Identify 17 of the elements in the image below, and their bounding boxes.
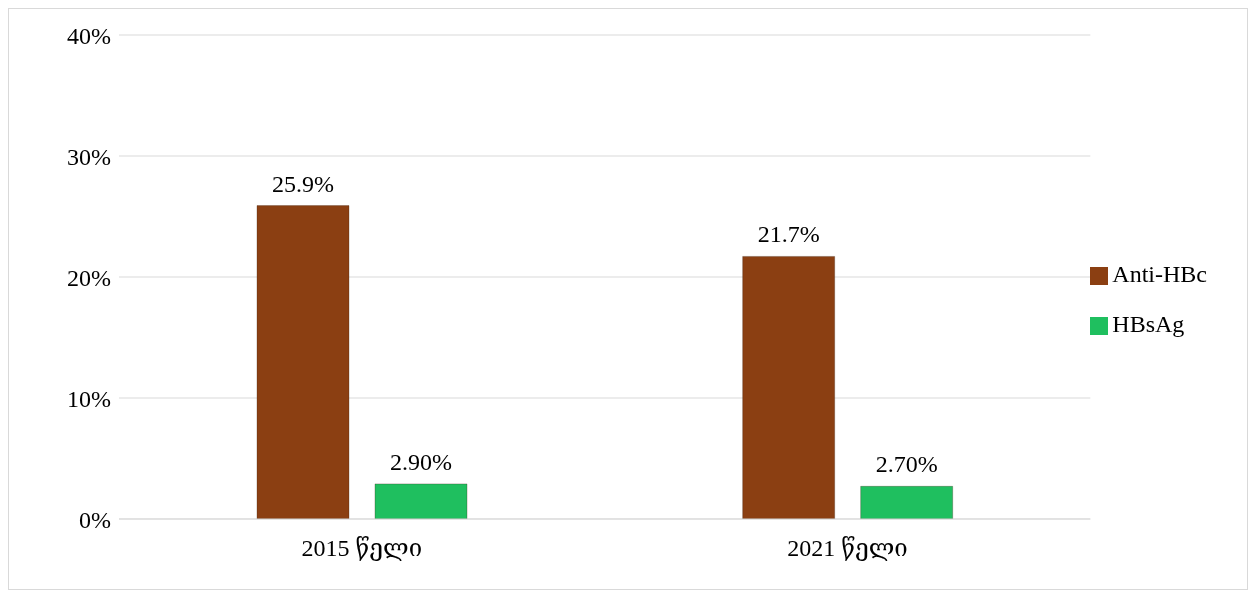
bar <box>374 483 468 519</box>
y-tick-label: 20% <box>67 264 111 291</box>
legend-label: HBsAg <box>1112 311 1185 337</box>
x-tick-label: 2015 წელი <box>301 535 423 562</box>
y-tick-label: 0% <box>79 506 111 533</box>
bar <box>742 255 836 519</box>
bar <box>256 205 350 519</box>
y-tick-label: 30% <box>67 143 111 170</box>
y-tick-label: 40% <box>67 22 111 49</box>
data-label: 2.70% <box>875 451 938 478</box>
bar <box>860 485 954 519</box>
data-label: 21.7% <box>757 221 820 248</box>
x-tick-label: 2021 წელი <box>787 535 908 562</box>
data-label: 25.9% <box>272 170 334 197</box>
data-label: 2.90% <box>390 448 452 475</box>
legend-label: Anti-HBc <box>1112 261 1207 287</box>
y-tick-label: 10% <box>67 385 111 412</box>
